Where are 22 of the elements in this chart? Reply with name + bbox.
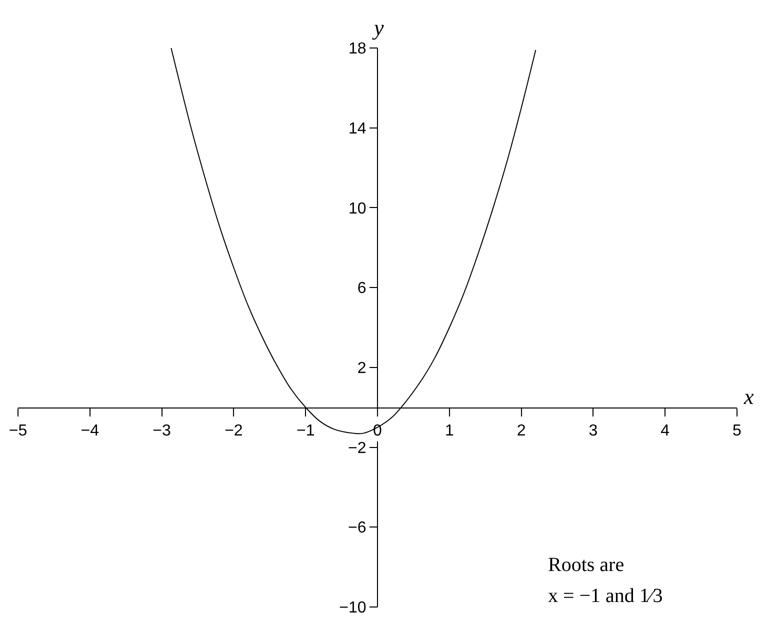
y-tick-label: 6 [357, 280, 366, 298]
y-tick-label: −2 [348, 440, 366, 457]
y-tick-label: 2 [357, 360, 366, 378]
x-tick-label: 4 [660, 422, 670, 440]
x-tick-label: 1 [444, 422, 454, 440]
y-axis-title: y [372, 15, 384, 40]
x-tick-label: −5 [8, 422, 28, 440]
y-tick-label: 14 [348, 120, 366, 138]
x-tick-label: −2 [224, 422, 243, 440]
x-tick-label: −3 [152, 422, 172, 440]
x-axis-title: x [743, 384, 754, 409]
annotation: x = −1 and 1⁄3 [548, 585, 663, 607]
y-tick-label: −6 [348, 520, 366, 537]
annotation: Roots are [548, 554, 624, 576]
y-tick-label: −10 [339, 600, 366, 617]
x-tick-label: 5 [732, 422, 742, 440]
x-tick-label: −4 [80, 422, 100, 440]
x-tick-label: −1 [296, 422, 315, 440]
y-tick-label: 10 [348, 200, 366, 218]
x-tick-label: 2 [516, 422, 526, 440]
x-tick-label: 3 [588, 422, 598, 440]
y-tick-label: 18 [348, 40, 366, 58]
